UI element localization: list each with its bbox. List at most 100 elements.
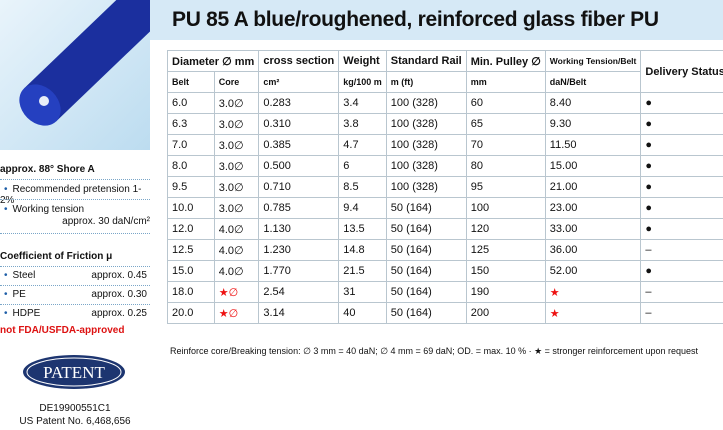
subheader-cell: cm² [258,71,340,93]
data-cell: 1.770 [258,260,340,282]
data-row: 12.5 4.0∅ 1.230 14.8 50 (164) 125 36.00– [167,239,723,261]
data-cell: 8.0 [167,155,215,177]
data-cell: 50 (164) [385,239,467,261]
patent-label: PATENT [43,363,105,382]
data-cell: 50 (164) [385,302,467,324]
data-cell: 0.710 [258,176,340,198]
data-cell: 95 [465,176,546,198]
friction-row: • HDPE approx. 0.25 [0,308,150,319]
data-cell: 0.283 [258,92,340,114]
data-cell: 100 [465,197,546,219]
data-row: 6.0 3.0∅ 0.283 3.4 100 (328) 60 8.40 ● [167,92,723,114]
data-cell: 0.500 [258,155,340,177]
data-cell: 15.0 [167,260,215,282]
data-cell: 21.5 [338,260,387,282]
data-cell: 20.0 [167,302,215,324]
data-cell: 150 [465,260,546,282]
data-cell: 3.14 [258,302,340,324]
data-cell: 50 (164) [385,281,467,303]
data-cell: ● [640,218,723,240]
data-cell: ● [640,92,723,114]
data-cell: ★∅ [213,281,260,303]
data-row: 20.0 ★∅ 3.14 40 50 (164) 200 ★ – [167,302,723,324]
subheader-cell: Core [213,71,260,93]
hardness: approx. 88° Shore A [0,164,95,175]
friction-value: approx. 0.45 [91,270,147,281]
data-cell: 60 [465,92,546,114]
friction-value: approx. 0.25 [91,308,147,319]
data-row: 9.5 3.0∅ 0.710 8.5 100 (328) 95 21.00 ● [167,176,723,198]
property-value: approx. 30 daN/cm² [62,216,150,227]
data-cell: 0.310 [258,113,340,135]
property-label: Recommended pretension 1-2% [0,184,142,206]
property: • Working tension [4,204,85,215]
data-cell: 70 [465,134,546,156]
data-row: 6.3 3.0∅ 0.310 3.8 100 (328) 65 9.30 ● [167,113,723,135]
footnote: Reinforce core/Breaking tension: ∅ 3 mm … [170,346,698,356]
data-cell: 13.5 [338,218,387,240]
header-cell: Min. Pulley ∅ [465,50,546,72]
data-cell: 33.00 [544,218,642,240]
data-cell: 8.40 [544,92,642,114]
data-cell: 15.00 [544,155,642,177]
data-cell: 4.0∅ [213,239,260,261]
spec-table: Diameter ∅ mm cross section Weight Standard… [166,50,723,324]
data-row: 15.0 4.0∅ 1.770 21.5 50 (164) 150 52.00 ● [167,260,723,282]
data-cell: 3.0∅ [213,92,260,114]
title: PU 85 A blue/roughened, reinforced glass… [172,8,659,31]
data-cell: ● [640,260,723,282]
separator [0,266,150,267]
data-cell: 7.0 [167,134,215,156]
bullet: • [4,308,8,319]
data-cell: 0.385 [258,134,340,156]
data-row: 8.0 3.0∅ 0.500 6 100 (328) 80 15.00 ● [167,155,723,177]
data-row: 10.0 3.0∅ 0.785 9.4 50 (164) 100 23.00 ● [167,197,723,219]
data-cell: 11.50 [544,134,642,156]
data-cell: ● [640,134,723,156]
patent-badge: PATENT [23,355,125,389]
subheader-cell: Belt [167,71,215,93]
data-cell: – [640,302,723,324]
data-cell: ● [640,176,723,198]
friction-material: HDPE [12,308,41,319]
subheader-cell: m (ft) [385,71,467,93]
friction-row: • PE approx. 0.30 [0,289,150,300]
data-cell: 3.0∅ [213,134,260,156]
header-cell: Diameter ∅ mm [166,50,260,72]
data-row: 18.0 ★∅ 2.54 31 50 (164) 190 ★ – [167,281,723,303]
data-cell: 9.4 [338,197,387,219]
fda-note: not FDA/USFDA-approved [0,325,125,336]
data-cell: 3.8 [338,113,387,135]
separator [0,233,150,234]
friction-row: • Steel approx. 0.45 [0,270,150,281]
property: • Recommended pretension 1-2% [0,184,142,206]
data-cell: 1.230 [258,239,340,261]
data-cell: 9.30 [544,113,642,135]
data-cell: ● [640,197,723,219]
data-cell: 8.5 [338,176,387,198]
data-cell: 65 [465,113,546,135]
data-cell: – [640,239,723,261]
title-bar [150,0,723,40]
data-cell: 3.0∅ [213,197,260,219]
data-cell: 36.00 [544,239,642,261]
data-cell: 100 (328) [385,176,467,198]
separator [0,285,150,286]
data-cell: 6 [338,155,387,177]
header-cell: Working Tension/Belt [544,50,642,72]
data-cell: 0.785 [258,197,340,219]
data-cell: 50 (164) [385,197,467,219]
data-cell: 3.4 [338,92,387,114]
separator [0,199,150,200]
patent-number: DE19900551C1 [39,403,111,414]
data-cell: 4.7 [338,134,387,156]
header-cell: Weight [338,50,387,72]
data-cell: 3.0∅ [213,155,260,177]
data-cell: 4.0∅ [213,218,260,240]
data-cell: 50 (164) [385,260,467,282]
data-cell: 80 [465,155,546,177]
data-cell: 100 (328) [385,155,467,177]
data-row: 7.0 3.0∅ 0.385 4.7 100 (328) 70 11.50 ● [167,134,723,156]
